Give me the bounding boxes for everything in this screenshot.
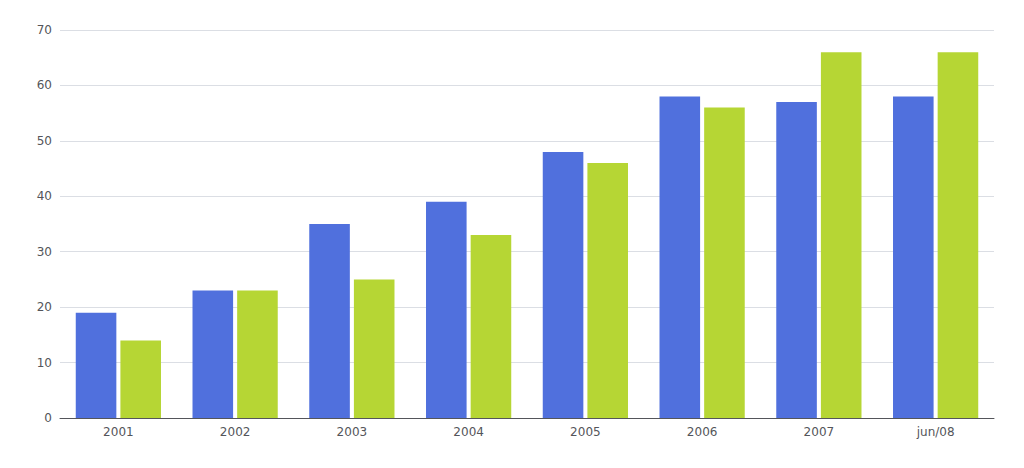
svg-text:20: 20 xyxy=(37,300,52,314)
svg-text:0: 0 xyxy=(44,411,52,425)
svg-text:2007: 2007 xyxy=(804,425,835,439)
svg-text:2002: 2002 xyxy=(220,425,251,439)
svg-text:40: 40 xyxy=(37,189,52,203)
svg-text:2001: 2001 xyxy=(103,425,134,439)
svg-text:30: 30 xyxy=(37,245,52,259)
svg-text:70: 70 xyxy=(37,23,52,37)
svg-text:2003: 2003 xyxy=(337,425,368,439)
svg-text:50: 50 xyxy=(37,134,52,148)
svg-text:2006: 2006 xyxy=(687,425,718,439)
svg-text:60: 60 xyxy=(37,78,52,92)
svg-text:jun/08: jun/08 xyxy=(916,425,955,439)
svg-text:2005: 2005 xyxy=(570,425,601,439)
svg-text:10: 10 xyxy=(37,356,52,370)
svg-text:2004: 2004 xyxy=(453,425,484,439)
